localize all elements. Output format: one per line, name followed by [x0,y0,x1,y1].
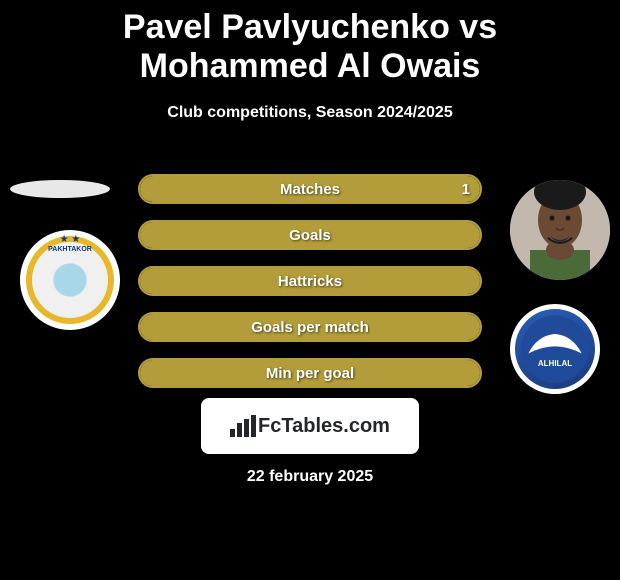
stat-label: Min per goal [140,360,480,386]
comparison-infographic: Pavel Pavlyuchenko vs Mohammed Al Owais … [0,0,620,580]
page-title: Pavel Pavlyuchenko vs Mohammed Al Owais [0,0,620,86]
stat-bar-matches: Matches 1 [138,174,482,204]
pakhtakor-label: PAKHTAKOR [48,246,92,253]
stat-label: Matches [140,176,480,202]
avatar-icon [510,180,610,280]
player-avatar-left-placeholder [10,180,110,198]
date-label: 22 february 2025 [0,468,620,486]
stat-label: Hattricks [140,268,480,294]
stat-label: Goals [140,222,480,248]
club-logo-left: ★ ★ PAKHTAKOR [20,230,120,330]
page-subtitle: Club competitions, Season 2024/2025 [0,104,620,122]
stat-label: Goals per match [140,314,480,340]
pakhtakor-logo-inner: PAKHTAKOR [32,242,108,318]
fctables-label: FcTables.com [258,415,390,438]
bar-chart-icon [230,415,256,437]
stat-bar-min-per-goal: Min per goal [138,358,482,388]
svg-text:ALHILAL: ALHILAL [538,359,572,368]
stat-bar-hattricks: Hattricks [138,266,482,296]
stat-bar-goals: Goals [138,220,482,250]
player-avatar-right [510,180,610,280]
fctables-logo-box: FcTables.com [201,398,419,454]
stat-bar-goals-per-match: Goals per match [138,312,482,342]
stat-bars-container: Matches 1 Goals Hattricks Goals per matc… [138,174,482,388]
stat-value-right: 1 [462,176,470,202]
club-logo-right: ALHILAL [510,304,600,394]
alhilal-logo-icon: ALHILAL [515,309,595,389]
fctables-logo: FcTables.com [230,415,390,438]
